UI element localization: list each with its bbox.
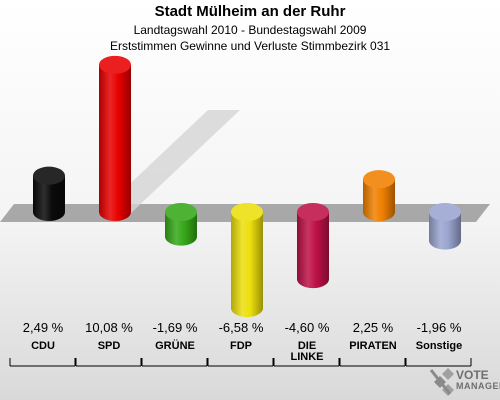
bar-bottom-cap bbox=[33, 203, 65, 221]
value-label: -6,58 % bbox=[219, 320, 264, 335]
category-label: CDU bbox=[31, 340, 55, 352]
bar-top-cap bbox=[429, 203, 461, 221]
category-label: FDP bbox=[230, 340, 252, 352]
bar-top-cap bbox=[297, 203, 329, 221]
bar-bottom-cap bbox=[429, 231, 461, 250]
bar-top-cap bbox=[231, 203, 263, 221]
category-label: GRÜNE bbox=[155, 339, 195, 352]
bar-bottom-cap bbox=[165, 227, 197, 246]
logo-text-manager: MANAGER bbox=[456, 381, 500, 391]
value-label: 2,49 % bbox=[23, 320, 64, 335]
value-label: 10,08 % bbox=[85, 320, 133, 335]
category-label: Sonstige bbox=[416, 340, 462, 352]
bar-top-cap bbox=[363, 170, 395, 189]
logo-text-vote: VOTE bbox=[456, 368, 489, 382]
bar-top-cap bbox=[99, 55, 131, 74]
value-label: -4,60 % bbox=[285, 320, 330, 335]
chart-title: Stadt Mülheim an der Ruhr bbox=[154, 3, 346, 20]
chart-subtitle: Landtagswahl 2010 - Bundestagswahl 2009 bbox=[133, 23, 367, 37]
category-label: DIE bbox=[298, 340, 316, 352]
value-label: 2,25 % bbox=[353, 320, 394, 335]
bar-bottom-cap bbox=[297, 270, 329, 289]
bar-bottom-cap bbox=[99, 203, 131, 221]
bar-bottom-cap bbox=[231, 299, 263, 318]
bar-top-cap bbox=[165, 203, 197, 221]
bar-top-cap bbox=[33, 166, 65, 185]
bar-shadow-spd bbox=[98, 110, 240, 214]
category-label: LINKE bbox=[291, 351, 324, 363]
bar-fdp bbox=[231, 212, 263, 309]
value-label: -1,96 % bbox=[417, 320, 462, 335]
vote-manager-logo-icon bbox=[429, 368, 454, 396]
value-label: -1,69 % bbox=[153, 320, 198, 335]
chart-description: Erststimmen Gewinne und Verluste Stimmbe… bbox=[109, 39, 391, 53]
category-label: PIRATEN bbox=[349, 340, 397, 352]
category-label: SPD bbox=[98, 340, 121, 352]
bar-spd bbox=[99, 64, 131, 212]
bar-bottom-cap bbox=[363, 203, 395, 221]
bar-die-linke bbox=[297, 212, 329, 280]
